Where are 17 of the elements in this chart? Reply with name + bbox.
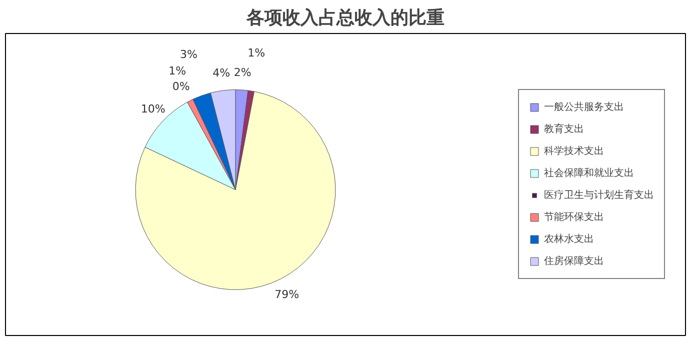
chart-title: 各项收入占总收入的比重: [246, 8, 444, 28]
data-label: 1%: [168, 64, 186, 78]
legend-label: 科学技术支出: [544, 144, 604, 158]
legend-label: 教育支出: [544, 122, 584, 136]
legend-label: 医疗卫生与计划生育支出: [544, 188, 654, 202]
legend-label: 社会保障和就业支出: [544, 166, 634, 180]
data-label: 4%: [212, 66, 230, 80]
legend-label: 节能环保支出: [544, 210, 604, 224]
legend-label: 住房保障支出: [544, 254, 604, 268]
data-label: 79%: [274, 288, 300, 302]
text: 0%: [172, 80, 190, 94]
legend-label: 一般公共服务支出: [544, 100, 624, 114]
data-label: 3%: [180, 48, 198, 61]
data-label: 10%: [140, 102, 166, 116]
legend-label: 农林水支出: [544, 232, 594, 246]
data-label: 2%: [234, 66, 252, 79]
data-label: 1%: [248, 46, 266, 60]
